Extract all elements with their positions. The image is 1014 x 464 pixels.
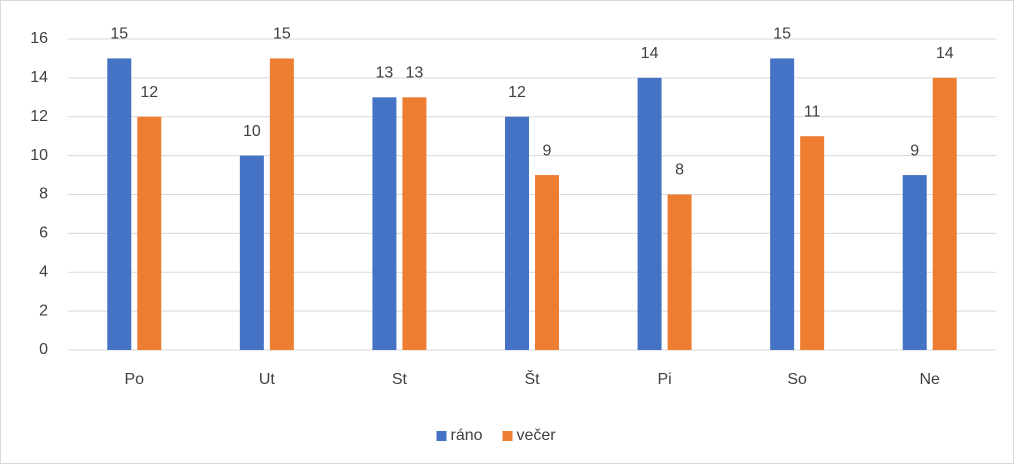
- x-tick-label: St: [392, 371, 408, 388]
- bar: [800, 136, 825, 350]
- bar: [667, 194, 692, 350]
- legend-label: ráno: [451, 427, 483, 444]
- legend-swatch: [436, 431, 447, 441]
- data-label: 12: [140, 84, 158, 101]
- data-label: 9: [543, 142, 552, 159]
- data-label: 14: [936, 45, 954, 62]
- x-tick-label: Ut: [259, 371, 276, 388]
- data-label: 13: [406, 65, 424, 82]
- data-label: 10: [243, 123, 261, 140]
- bar: [902, 175, 927, 350]
- bar: [402, 97, 427, 350]
- bar: [932, 77, 957, 350]
- legend-label: večer: [517, 427, 557, 444]
- data-label: 9: [910, 142, 919, 159]
- y-tick-label: 2: [39, 302, 48, 319]
- x-tick-label: Št: [524, 369, 540, 388]
- y-tick-label: 12: [30, 108, 48, 125]
- bar: [137, 116, 162, 350]
- bar: [505, 116, 529, 350]
- data-label: 13: [376, 65, 394, 82]
- y-tick-label: 14: [30, 69, 48, 86]
- y-tick-label: 10: [30, 147, 48, 164]
- x-tick-label: Po: [124, 371, 144, 388]
- bar: [637, 77, 662, 350]
- y-tick-label: 0: [39, 341, 48, 358]
- legend-swatch: [502, 431, 513, 441]
- bar: [535, 175, 559, 350]
- data-label: 15: [773, 26, 791, 43]
- data-label: 15: [273, 26, 291, 43]
- y-tick-label: 16: [30, 30, 48, 47]
- data-label: 8: [675, 162, 684, 179]
- y-tick-label: 4: [39, 263, 48, 280]
- bar: [269, 58, 294, 350]
- x-tick-label: Pi: [657, 371, 671, 388]
- x-tick-label: Ne: [919, 371, 940, 388]
- x-tick-label: So: [787, 371, 807, 388]
- bar: [107, 58, 132, 350]
- data-label: 11: [804, 103, 821, 120]
- bar: [239, 155, 264, 350]
- bar: [372, 97, 397, 350]
- data-label: 12: [508, 84, 526, 101]
- bar: [770, 58, 795, 350]
- y-tick-label: 6: [39, 225, 48, 242]
- data-label: 15: [110, 26, 128, 43]
- data-label: 14: [641, 45, 659, 62]
- y-tick-label: 8: [39, 186, 48, 203]
